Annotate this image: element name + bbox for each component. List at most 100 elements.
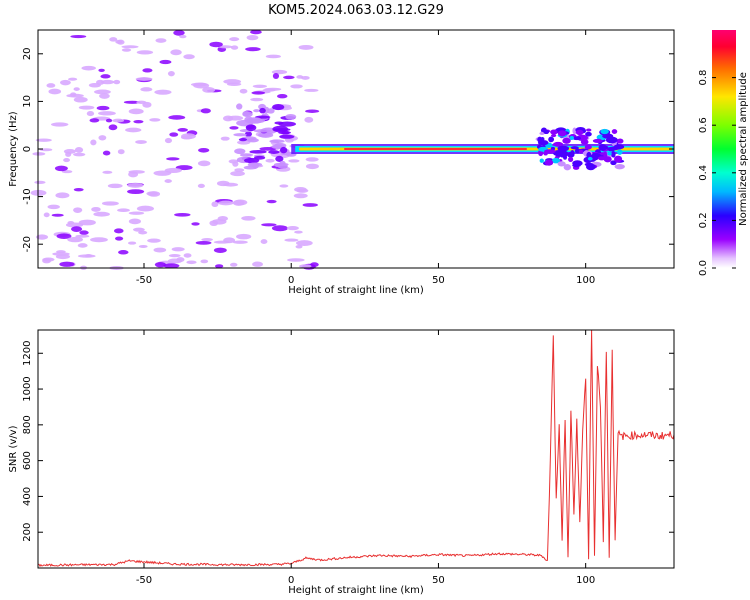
noise-blob bbox=[274, 121, 284, 125]
noise-blob bbox=[136, 100, 147, 104]
noise-blob bbox=[173, 29, 185, 36]
noise-blob bbox=[101, 201, 119, 206]
noise-blob bbox=[136, 50, 154, 55]
turbulence-blob bbox=[575, 129, 584, 136]
noise-blob bbox=[48, 88, 62, 95]
turbulence-blob bbox=[539, 131, 545, 135]
snr-background bbox=[38, 330, 674, 568]
turbulence-blob bbox=[600, 128, 609, 135]
noise-blob bbox=[294, 187, 307, 193]
turbulence-blob bbox=[613, 155, 623, 163]
colorbar-gradient bbox=[712, 30, 736, 268]
noise-blob bbox=[125, 127, 142, 133]
turbulence-blob bbox=[616, 138, 624, 144]
spectrogram-y-ticks: -20 -10 0 10 20 bbox=[22, 47, 674, 252]
turbulence-blob bbox=[551, 157, 560, 164]
noise-blob bbox=[154, 89, 172, 95]
noise-blob bbox=[229, 126, 239, 130]
snr-x-label: Height of straight line (km) bbox=[288, 585, 424, 596]
noise-blob bbox=[63, 149, 76, 154]
noise-blob bbox=[252, 84, 268, 88]
colorbar-tick-label: 0.6 bbox=[698, 117, 709, 133]
noise-blob bbox=[261, 223, 277, 227]
noise-blob bbox=[202, 87, 216, 93]
noise-blob bbox=[52, 252, 70, 256]
noise-blob bbox=[155, 38, 167, 43]
noise-blob bbox=[115, 39, 123, 44]
noise-blob bbox=[115, 236, 124, 241]
colorbar-ticks: 0.0 0.2 0.4 0.6 0.8 bbox=[698, 70, 736, 276]
noise-blob bbox=[169, 132, 179, 137]
noise-blob bbox=[288, 159, 300, 163]
noise-blob bbox=[73, 87, 80, 91]
noise-blob bbox=[239, 153, 252, 157]
turbulence-blob bbox=[551, 134, 557, 138]
turbulence-blob bbox=[572, 163, 581, 168]
noise-blob bbox=[302, 203, 318, 207]
noise-blob bbox=[66, 93, 84, 98]
snr-frame bbox=[37, 329, 675, 569]
noise-blob bbox=[46, 83, 56, 88]
noise-blob bbox=[247, 162, 263, 167]
noise-blob bbox=[73, 188, 84, 192]
noise-blob bbox=[100, 74, 111, 79]
turbulence-blob bbox=[585, 131, 592, 137]
noise-blob bbox=[135, 140, 147, 144]
noise-blob bbox=[30, 189, 47, 196]
noise-blob bbox=[60, 79, 71, 86]
noise-blob bbox=[86, 111, 95, 117]
y-tick-label: 200 bbox=[22, 523, 33, 542]
x-tick-label: 50 bbox=[432, 575, 445, 586]
noise-blob bbox=[259, 147, 277, 151]
noise-blob bbox=[128, 108, 144, 115]
noise-blob bbox=[200, 259, 209, 264]
y-tick-label: 20 bbox=[22, 47, 33, 60]
x-tick-label: 0 bbox=[288, 275, 294, 286]
noise-blob bbox=[232, 161, 239, 167]
y-tick-label: -10 bbox=[22, 188, 33, 204]
turbulence-blob bbox=[585, 163, 596, 171]
noise-blob bbox=[183, 54, 195, 60]
noise-blob bbox=[147, 191, 161, 197]
noise-blob bbox=[230, 171, 245, 177]
noise-blob bbox=[51, 213, 64, 217]
noise-blob bbox=[73, 96, 88, 103]
noise-blob bbox=[304, 88, 319, 92]
noise-blob bbox=[238, 137, 248, 142]
noise-blob bbox=[127, 183, 144, 188]
noise-blob bbox=[70, 34, 87, 39]
noise-blob bbox=[149, 118, 161, 122]
noise-blob bbox=[245, 47, 261, 52]
noise-blob bbox=[216, 180, 230, 187]
colorbar: 0.0 0.2 0.4 0.6 0.8 Normalized spectral ampl… bbox=[698, 30, 749, 276]
y-tick-label: 0 bbox=[22, 146, 33, 152]
noise-blob bbox=[107, 183, 123, 189]
noise-blob bbox=[296, 240, 313, 247]
noise-blob bbox=[193, 82, 210, 89]
noise-blob bbox=[305, 163, 319, 170]
noise-blob bbox=[78, 219, 96, 226]
noise-blob bbox=[36, 234, 49, 240]
noise-blob bbox=[84, 253, 93, 258]
figure-title: KOM5.2024.063.03.12.G29 bbox=[268, 3, 444, 18]
turbulence-blob bbox=[543, 152, 548, 156]
noise-blob bbox=[164, 179, 172, 183]
turbulence-blob bbox=[557, 130, 567, 137]
noise-blob bbox=[153, 247, 167, 253]
noise-blob bbox=[170, 49, 182, 56]
noise-blob bbox=[222, 115, 234, 122]
noise-blob bbox=[305, 109, 320, 113]
colorbar-tick-label: 0.2 bbox=[698, 212, 709, 228]
noise-blob bbox=[239, 88, 248, 94]
noise-blob bbox=[96, 105, 110, 111]
turbulence-blob bbox=[572, 136, 582, 141]
noise-blob bbox=[128, 171, 139, 178]
turbulence-blob bbox=[614, 163, 625, 170]
noise-blob bbox=[272, 125, 289, 133]
noise-blob bbox=[244, 157, 260, 164]
noise-blob bbox=[77, 243, 88, 248]
noise-blob bbox=[179, 34, 187, 39]
noise-blob bbox=[252, 261, 264, 267]
noise-blob bbox=[99, 93, 110, 99]
noise-blob bbox=[98, 135, 107, 141]
